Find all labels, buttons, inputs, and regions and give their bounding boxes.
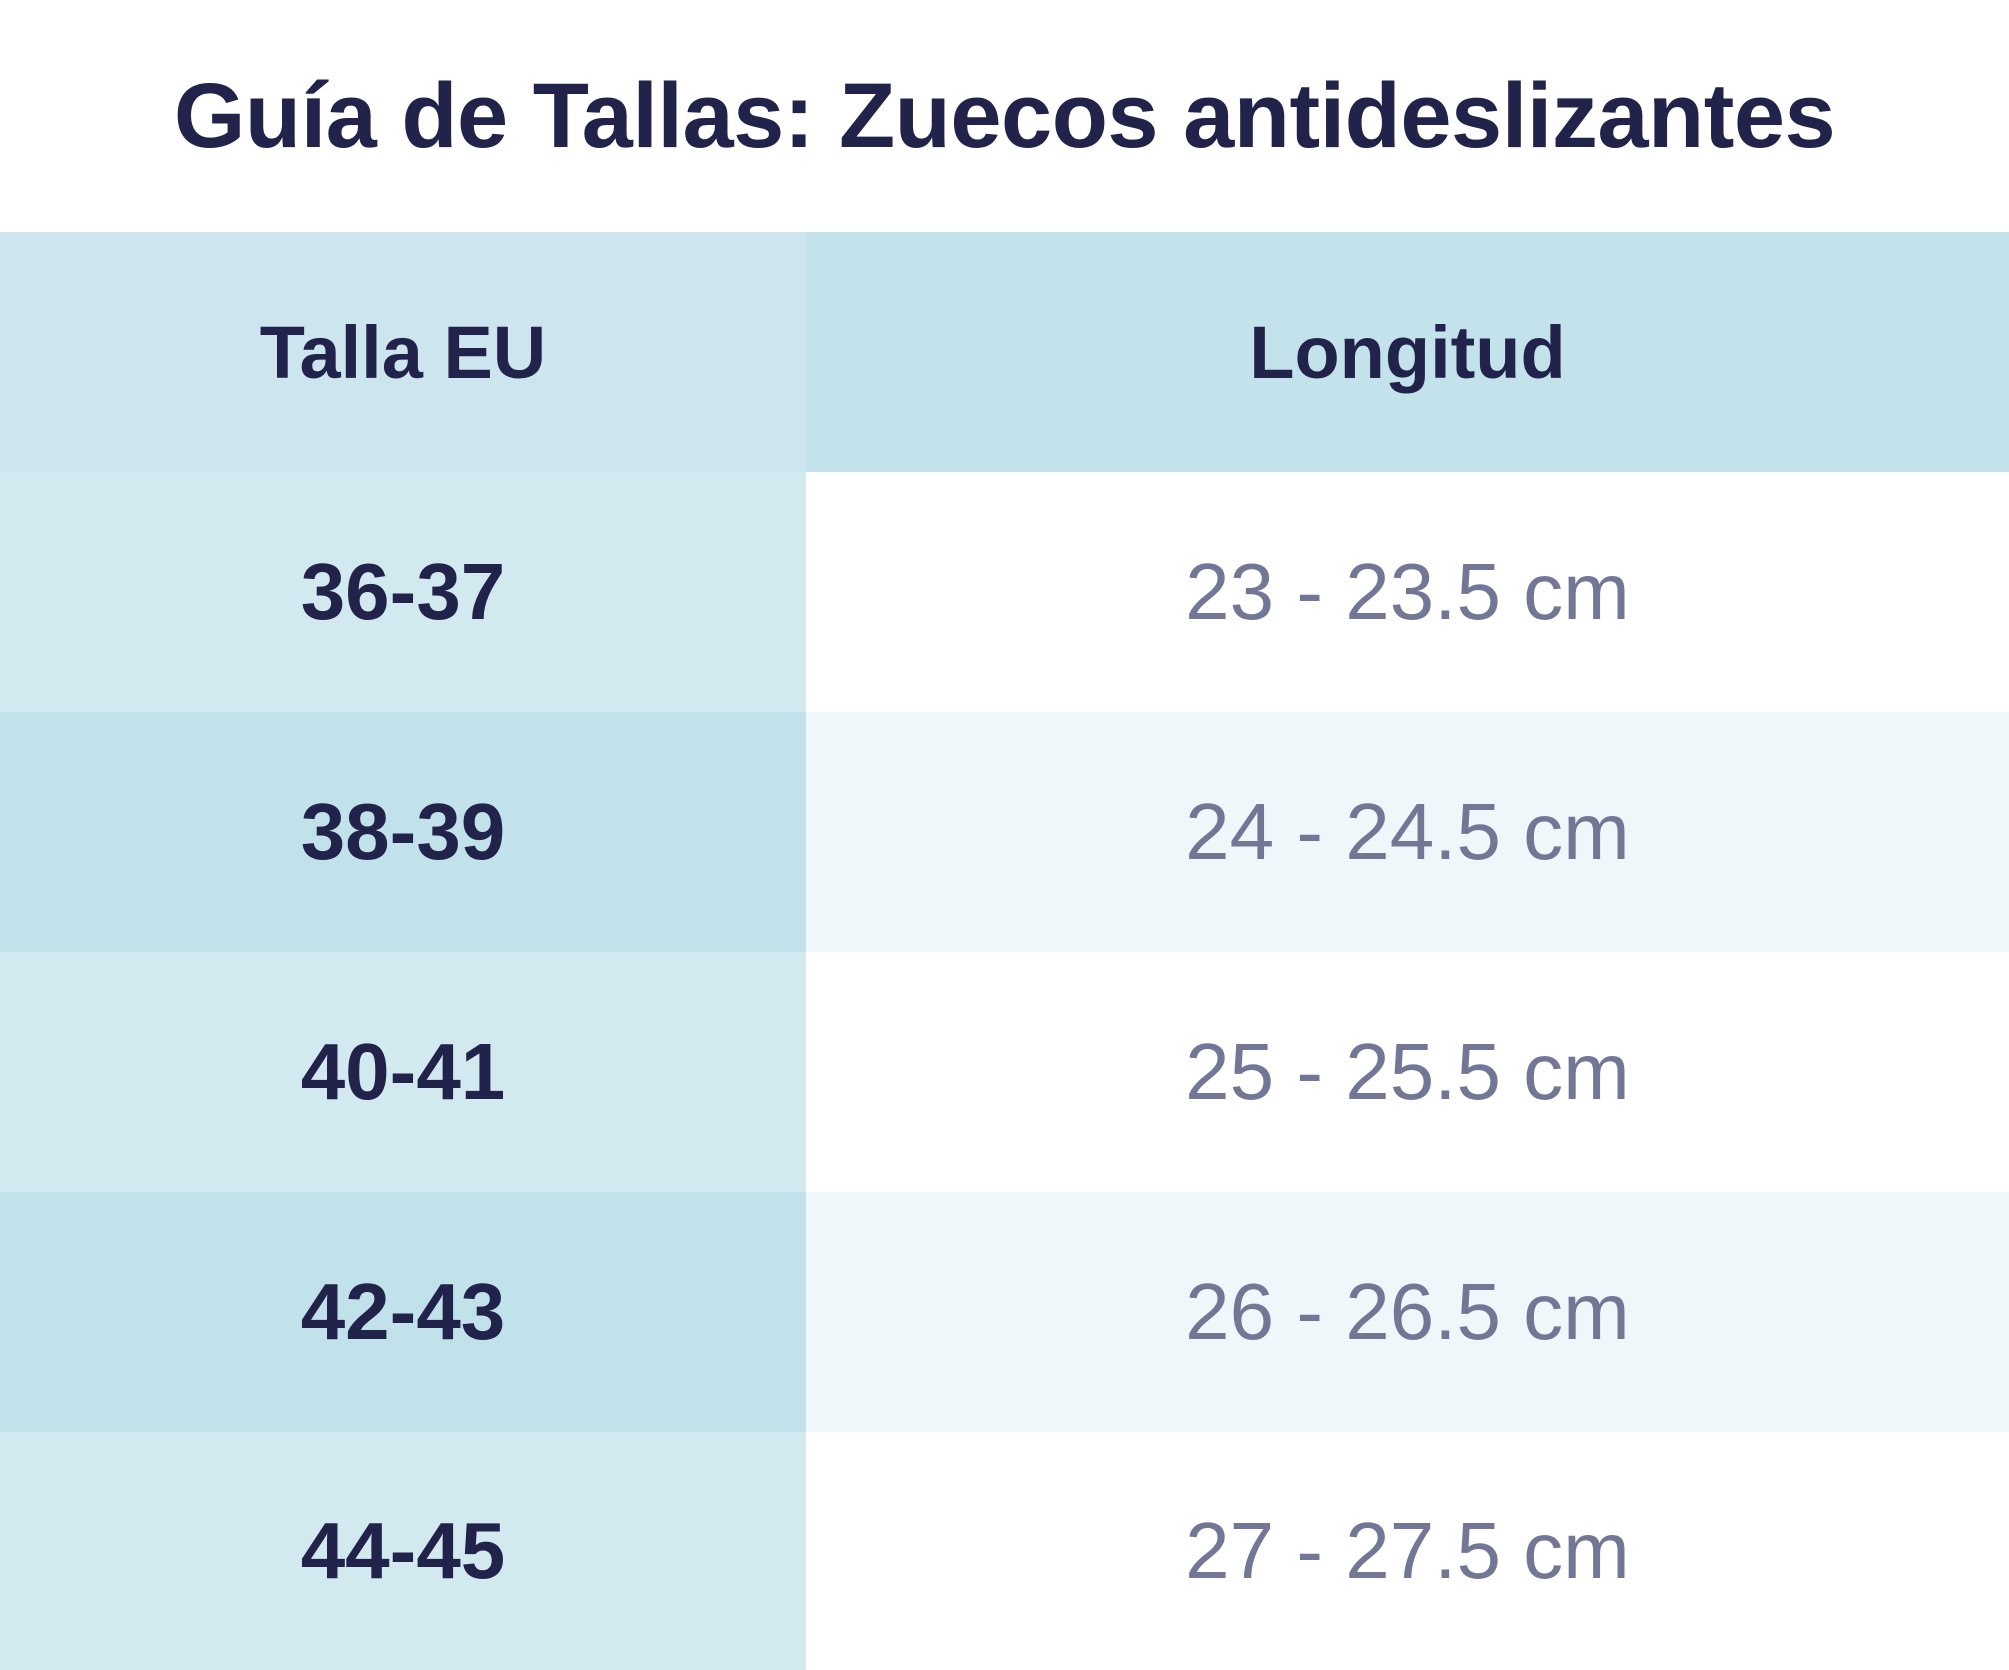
size-guide-table: Talla EU Longitud 36-37 23 - 23.5 cm 38-… [0,232,2009,1670]
size-cell: 42-43 [0,1192,806,1432]
length-value: 26 - 26.5 cm [1185,1267,1630,1356]
table-row: 40-41 25 - 25.5 cm [0,952,2009,1192]
length-value: 27 - 27.5 cm [1185,1506,1630,1595]
size-cell: 36-37 [0,472,806,712]
length-cell: 23 - 23.5 cm [806,472,2009,712]
header-length-label: Longitud [1249,310,1566,394]
length-cell: 24 - 24.5 cm [806,712,2009,952]
table-row: 38-39 24 - 24.5 cm [0,712,2009,952]
header-cell-length: Longitud [806,232,2009,472]
size-value: 44-45 [300,1506,506,1595]
length-value: 23 - 23.5 cm [1185,547,1630,636]
table-row: 44-45 27 - 27.5 cm [0,1432,2009,1670]
header-cell-size: Talla EU [0,232,806,472]
size-value: 38-39 [300,787,506,876]
size-cell: 44-45 [0,1432,806,1670]
table-header-row: Talla EU Longitud [0,232,2009,472]
header-size-label: Talla EU [259,310,547,394]
size-value: 36-37 [300,547,506,636]
page-title: Guía de Tallas: Zuecos antideslizantes [173,64,1836,167]
table-row: 42-43 26 - 26.5 cm [0,1192,2009,1432]
length-cell: 25 - 25.5 cm [806,952,2009,1192]
size-value: 42-43 [300,1267,506,1356]
length-value: 25 - 25.5 cm [1185,1027,1630,1116]
length-value: 24 - 24.5 cm [1185,787,1630,876]
size-value: 40-41 [300,1027,506,1116]
length-cell: 27 - 27.5 cm [806,1432,2009,1670]
table-row: 36-37 23 - 23.5 cm [0,472,2009,712]
size-cell: 40-41 [0,952,806,1192]
length-cell: 26 - 26.5 cm [806,1192,2009,1432]
size-cell: 38-39 [0,712,806,952]
